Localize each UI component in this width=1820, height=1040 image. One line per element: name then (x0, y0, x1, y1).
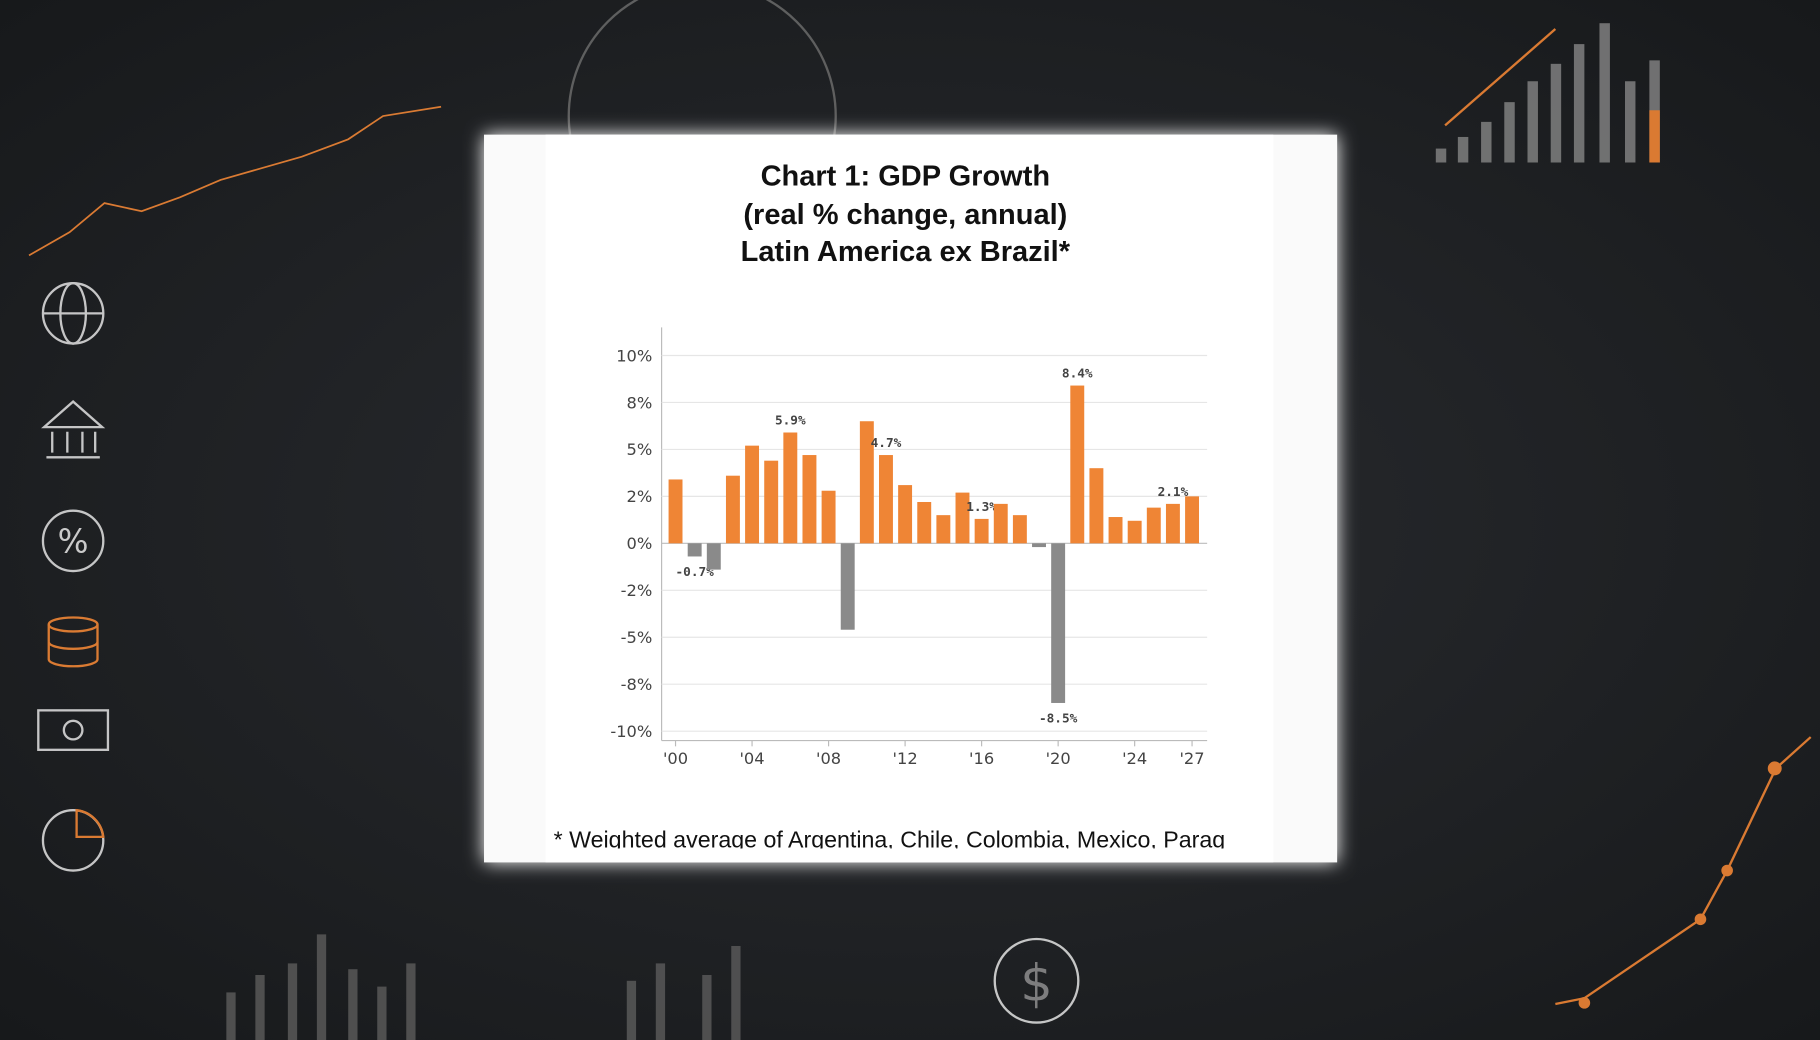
value-label: 4.7% (871, 436, 902, 451)
bar (1032, 543, 1046, 548)
x-tick-label: '08 (816, 749, 841, 768)
bar (687, 543, 702, 557)
bar (1165, 503, 1180, 544)
bar (1185, 496, 1200, 544)
bar (993, 503, 1008, 544)
value-label: -0.7% (675, 565, 714, 580)
y-tick-label: 10% (616, 346, 652, 365)
y-tick-label: -8% (621, 675, 653, 694)
y-tick-label: 5% (627, 440, 653, 459)
bar (898, 485, 913, 544)
value-label: 8.4% (1062, 366, 1093, 381)
y-tick-label: -5% (621, 628, 653, 647)
chart-title: Chart 1: GDP Growth (761, 161, 1051, 193)
y-tick-label: 2% (627, 487, 653, 506)
bar (1146, 507, 1161, 544)
y-tick-label: -2% (621, 581, 653, 600)
chart-title: Latin America ex Brazil* (741, 236, 1071, 268)
bar (917, 501, 932, 544)
bar (1070, 385, 1085, 544)
bar (668, 479, 683, 544)
chart-title: (real % change, annual) (743, 199, 1067, 231)
bar (821, 490, 836, 544)
svg-text:%: % (58, 523, 89, 561)
x-tick-label: '27 (1179, 749, 1204, 768)
x-tick-label: '04 (739, 749, 764, 768)
bar (974, 518, 989, 544)
bar (936, 515, 951, 544)
bar (783, 432, 798, 544)
bar (725, 475, 740, 544)
bar (859, 421, 874, 544)
bar (1012, 515, 1027, 544)
x-tick-label: '00 (663, 749, 688, 768)
y-tick-label: 8% (627, 393, 653, 412)
bar (1089, 468, 1104, 544)
value-label: 5.9% (775, 413, 806, 428)
value-label: 1.3% (966, 500, 997, 515)
x-tick-label: '12 (893, 749, 918, 768)
bar (1108, 517, 1123, 544)
x-tick-label: '16 (969, 749, 994, 768)
value-label: -8.5% (1039, 712, 1078, 727)
y-tick-label: 0% (627, 534, 653, 553)
bar (802, 455, 817, 544)
decoration: % $ (28, 0, 1812, 1040)
bar (840, 543, 855, 630)
value-label: 2.1% (1158, 485, 1189, 500)
y-tick-label: -10% (610, 722, 652, 741)
bar (706, 543, 721, 570)
footnote: * Weighted average of Argentina, Chile, … (554, 826, 1226, 852)
bar (745, 445, 760, 544)
bar (879, 455, 893, 544)
x-tick-label: '24 (1122, 749, 1147, 768)
bar (1127, 520, 1142, 544)
x-tick-label: '20 (1046, 749, 1071, 768)
bar (955, 492, 970, 544)
bar (764, 460, 779, 544)
bar (1051, 543, 1066, 703)
svg-text:$: $ (1020, 955, 1052, 1014)
